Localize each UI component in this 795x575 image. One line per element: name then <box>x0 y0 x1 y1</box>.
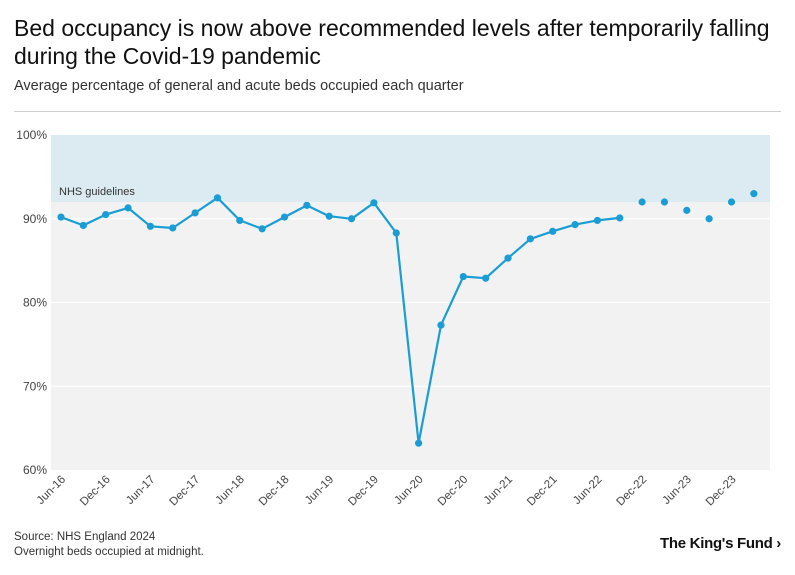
x-tick-label: Jun-16 <box>35 474 68 507</box>
data-point <box>57 213 65 221</box>
divider <box>14 111 781 112</box>
data-point <box>258 225 266 233</box>
footer: Source: NHS England 2024 Overnight beds … <box>14 530 204 560</box>
data-point <box>459 272 467 281</box>
data-point <box>526 235 534 243</box>
y-tick-label: 90% <box>23 212 47 226</box>
x-tick-label: Dec-19 <box>346 474 381 509</box>
x-tick-label: Jun-23 <box>661 474 694 507</box>
data-point <box>79 221 87 230</box>
x-tick-label: Dec-23 <box>704 474 739 509</box>
note-text: Overnight beds occupied at midnight. <box>14 546 204 558</box>
data-point <box>236 216 244 225</box>
x-tick-label: Jun-19 <box>303 474 336 507</box>
data-point <box>571 221 579 229</box>
data-point <box>750 190 758 198</box>
chart-subtitle: Average percentage of general and acute … <box>14 78 464 94</box>
x-tick-label: Dec-18 <box>257 474 292 509</box>
x-tick-label: Dec-17 <box>168 474 203 509</box>
source-text: Source: NHS England 2024 <box>14 531 156 543</box>
data-point <box>683 206 691 214</box>
data-point <box>705 215 713 223</box>
data-point <box>660 198 669 206</box>
y-tick-label: 70% <box>23 379 47 393</box>
data-point <box>169 224 177 232</box>
data-point <box>415 439 423 447</box>
data-point <box>504 254 512 262</box>
data-point <box>392 229 400 237</box>
nhs-guidelines-band <box>51 135 770 202</box>
x-tick-label: Jun-17 <box>124 474 157 507</box>
data-point <box>191 209 199 217</box>
y-tick-label: 60% <box>23 463 47 477</box>
data-point <box>325 212 333 220</box>
data-point <box>213 194 222 202</box>
data-point <box>280 213 289 221</box>
data-point <box>370 199 378 207</box>
x-tick-label: Jun-20 <box>392 474 425 507</box>
data-point <box>347 215 356 223</box>
data-point <box>437 321 445 329</box>
kings-fund-logo[interactable]: The King's Fund › <box>660 535 781 552</box>
x-tick-label: Jun-18 <box>214 474 247 507</box>
data-point <box>727 198 736 206</box>
bed-occupancy-chart: NHS guidelines 60% 70% 80% 90% 100% Jun-16 Dec-… <box>16 128 770 509</box>
x-tick-label: Dec-21 <box>525 474 560 509</box>
x-tick-label: Dec-22 <box>615 474 650 509</box>
nhs-guidelines-label: NHS guidelines <box>59 186 135 198</box>
x-tick-label: Jun-22 <box>571 474 604 507</box>
data-point <box>638 198 646 206</box>
data-point <box>146 222 154 230</box>
data-point <box>593 216 602 225</box>
x-tick-label: Jun-21 <box>482 474 515 507</box>
data-point <box>616 214 624 222</box>
x-tick-label: Dec-20 <box>436 474 471 509</box>
y-tick-label: 100% <box>16 128 47 142</box>
x-tick-label: Dec-16 <box>78 474 113 509</box>
data-point <box>102 210 110 219</box>
series-line <box>60 196 620 445</box>
data-point <box>303 201 311 209</box>
data-point <box>482 274 490 282</box>
data-point <box>124 204 132 212</box>
data-point <box>549 227 557 235</box>
y-tick-label: 80% <box>23 296 47 310</box>
chart-title: Bed occupancy is now above recommended l… <box>14 15 770 69</box>
